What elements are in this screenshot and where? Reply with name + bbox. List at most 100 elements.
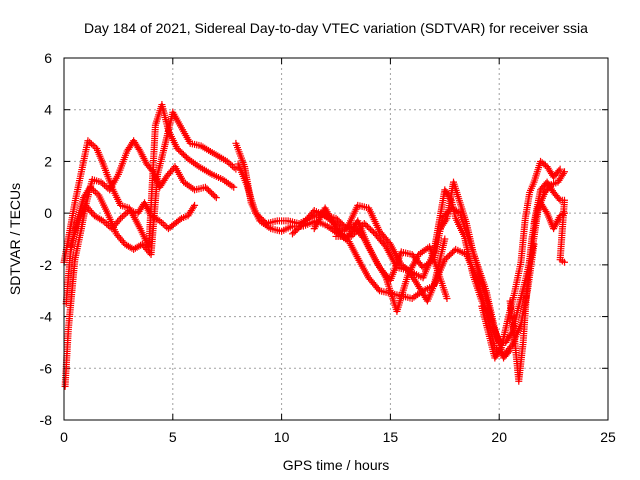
data-point (445, 251, 453, 259)
series-track-d (67, 199, 199, 251)
data-point (256, 214, 264, 222)
data-point (296, 222, 304, 230)
data-point (357, 223, 365, 231)
data-point (560, 168, 568, 176)
data-point (258, 215, 266, 223)
y-tick-label: -6 (40, 360, 53, 376)
data-point (337, 219, 345, 227)
data-point (205, 186, 213, 194)
data-point (444, 253, 452, 261)
y-tick-label: 4 (44, 102, 52, 118)
y-tick-label: -2 (40, 257, 53, 273)
data-point (201, 183, 209, 191)
y-tick-label: 2 (44, 153, 52, 169)
data-point (203, 185, 211, 193)
y-axis-label: SDTVAR / TECUs (7, 183, 23, 295)
data-point (338, 220, 346, 228)
data-point (496, 345, 504, 353)
x-tick-label: 20 (491, 429, 507, 445)
data-point (176, 216, 184, 224)
data-point (555, 167, 563, 175)
data-point (555, 195, 563, 203)
data-point (449, 248, 457, 256)
data-point (255, 212, 263, 220)
data-point (335, 217, 343, 225)
data-point (447, 250, 455, 258)
data-point (362, 221, 370, 229)
data-point (340, 222, 348, 230)
data-point (542, 207, 550, 215)
data-point (191, 201, 199, 209)
data-point (175, 146, 183, 154)
data-point (259, 217, 267, 225)
data-point (208, 189, 216, 197)
data-point (261, 218, 269, 226)
series-track-c (61, 137, 220, 390)
x-axis-label: GPS time / hours (283, 457, 390, 473)
series-track-i (332, 219, 538, 359)
x-tick-label: 10 (274, 429, 290, 445)
series-track-a (60, 101, 238, 266)
data-point (292, 227, 300, 235)
data-point (212, 194, 220, 202)
data-point (173, 145, 181, 152)
y-tick-label: -8 (40, 412, 53, 428)
data-point (556, 165, 564, 173)
data-point (332, 225, 340, 233)
data-point (374, 285, 382, 293)
data-point (443, 294, 451, 302)
data-points (60, 101, 568, 390)
data-point (135, 145, 143, 153)
data-point (230, 183, 238, 191)
data-point (354, 226, 362, 234)
data-point (295, 224, 303, 232)
data-point (251, 209, 259, 217)
data-point (360, 219, 368, 227)
x-tick-label: 25 (600, 429, 616, 445)
x-axis-ticks: 0 5 10 15 20 25 (60, 58, 616, 445)
data-point (209, 191, 217, 199)
data-point (181, 152, 189, 160)
data-point (347, 232, 355, 240)
data-point (334, 216, 342, 224)
data-point (507, 343, 515, 351)
data-point (365, 224, 373, 232)
data-point (288, 230, 296, 238)
data-point (189, 203, 197, 211)
data-point (211, 192, 219, 200)
data-point (355, 224, 363, 232)
data-point (179, 150, 187, 158)
x-tick-label: 5 (169, 429, 177, 445)
data-point (363, 222, 371, 230)
data-point (290, 228, 298, 236)
x-tick-label: 0 (60, 429, 68, 445)
data-point (442, 216, 450, 224)
data-point (232, 165, 240, 173)
y-tick-label: 0 (44, 205, 52, 221)
chart-title: Day 184 of 2021, Sidereal Day-to-day VTE… (84, 20, 588, 36)
series-track-k (478, 157, 564, 362)
data-point (176, 147, 184, 155)
x-tick-label: 15 (383, 429, 399, 445)
data-point (335, 228, 343, 236)
data-point (367, 225, 375, 233)
data-point (332, 214, 340, 222)
data-point (178, 149, 186, 157)
data-point (559, 169, 567, 177)
data-point (206, 188, 214, 196)
data-point (441, 256, 449, 264)
data-point (115, 216, 123, 224)
data-point (560, 258, 568, 266)
plot-frame (63, 57, 609, 421)
y-tick-label: -4 (40, 309, 53, 325)
data-point (293, 225, 301, 233)
y-tick-label: 6 (44, 50, 52, 66)
data-point (253, 211, 261, 219)
data-point (350, 229, 358, 237)
data-point (334, 226, 342, 234)
data-point (368, 227, 376, 235)
data-point (441, 235, 449, 243)
series-track-m (530, 178, 568, 266)
